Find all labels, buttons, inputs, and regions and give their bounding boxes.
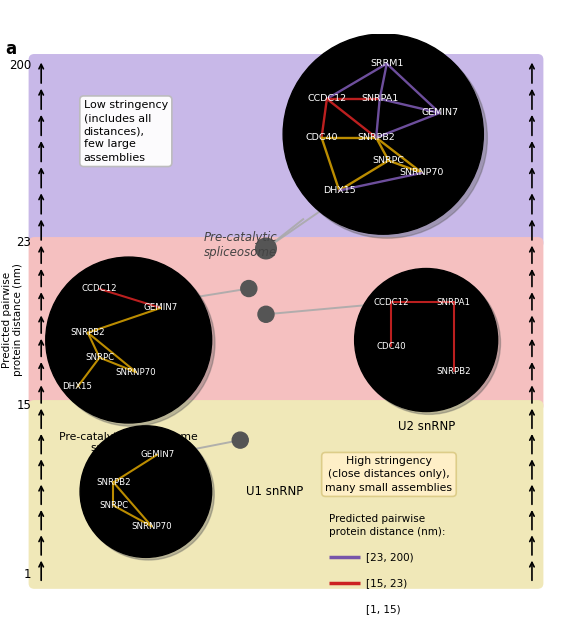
Text: U1 snRNP: U1 snRNP xyxy=(246,485,303,498)
Text: CDC40: CDC40 xyxy=(376,342,406,351)
Text: SNRPA1: SNRPA1 xyxy=(361,94,398,104)
Circle shape xyxy=(256,238,276,259)
Circle shape xyxy=(80,426,212,557)
Text: [1, 15): [1, 15) xyxy=(366,604,401,614)
Text: SNRPB2: SNRPB2 xyxy=(70,328,105,337)
Text: U2 snRNP: U2 snRNP xyxy=(398,420,455,433)
FancyBboxPatch shape xyxy=(29,400,543,589)
Circle shape xyxy=(287,38,487,238)
Circle shape xyxy=(241,280,257,296)
Text: SNRPA1: SNRPA1 xyxy=(437,298,471,307)
Text: GEMIN7: GEMIN7 xyxy=(144,303,178,312)
Text: CCDC12: CCDC12 xyxy=(82,284,117,293)
Circle shape xyxy=(232,432,248,448)
Text: a: a xyxy=(6,40,17,58)
Text: [23, 200): [23, 200) xyxy=(366,552,414,563)
Text: Pre-catalytic spliceosome
subcomplex 1: Pre-catalytic spliceosome subcomplex 1 xyxy=(59,431,198,453)
Circle shape xyxy=(46,257,212,423)
Text: 15: 15 xyxy=(17,399,31,412)
Text: Predicted pairwise
protein distance (nm): Predicted pairwise protein distance (nm) xyxy=(2,264,23,376)
Text: SNRPC: SNRPC xyxy=(372,156,404,165)
FancyBboxPatch shape xyxy=(29,54,543,248)
Text: [15, 23): [15, 23) xyxy=(366,578,407,588)
Text: SRRM1: SRRM1 xyxy=(370,59,403,68)
Text: SNRNP70: SNRNP70 xyxy=(132,522,172,531)
Circle shape xyxy=(355,269,498,412)
Text: CDC40: CDC40 xyxy=(305,133,338,142)
Text: High stringency
(close distances only),
many small assemblies: High stringency (close distances only), … xyxy=(325,456,452,493)
Text: CCDC12: CCDC12 xyxy=(307,94,347,104)
Circle shape xyxy=(83,428,214,560)
Text: CCDC12: CCDC12 xyxy=(373,298,409,307)
Text: 23: 23 xyxy=(17,236,31,249)
Text: 1: 1 xyxy=(24,568,31,581)
Text: 200: 200 xyxy=(9,59,31,72)
Text: GEMIN7: GEMIN7 xyxy=(140,450,174,459)
FancyBboxPatch shape xyxy=(29,237,543,412)
Text: Low stringency
(includes all
distances),
few large
assemblies: Low stringency (includes all distances),… xyxy=(84,100,168,163)
Text: SNRPC: SNRPC xyxy=(85,353,114,362)
Text: GEMIN7: GEMIN7 xyxy=(421,108,458,118)
Text: SNRPB2: SNRPB2 xyxy=(358,133,395,142)
Text: SNRPB2: SNRPB2 xyxy=(436,367,471,376)
Text: SNRPC: SNRPC xyxy=(99,501,128,510)
Text: SNRNP70: SNRNP70 xyxy=(116,367,156,376)
Text: Pre-catalytic
spliceosome: Pre-catalytic spliceosome xyxy=(204,231,277,259)
Circle shape xyxy=(283,34,483,234)
Text: Predicted pairwise
protein distance (nm):: Predicted pairwise protein distance (nm)… xyxy=(329,515,446,537)
Circle shape xyxy=(358,271,500,414)
Text: DHX15: DHX15 xyxy=(62,382,93,391)
Text: SNRNP70: SNRNP70 xyxy=(400,168,444,177)
Circle shape xyxy=(258,307,274,323)
Text: DHX15: DHX15 xyxy=(323,186,356,195)
Circle shape xyxy=(49,260,215,426)
Text: SNRPB2: SNRPB2 xyxy=(96,478,131,487)
